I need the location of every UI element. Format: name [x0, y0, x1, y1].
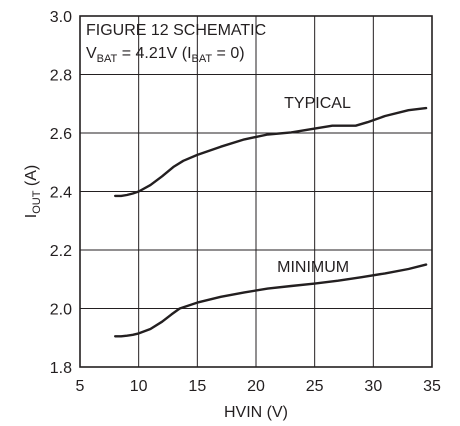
x-tick-label: 25	[306, 378, 324, 395]
y-axis-label: IOUT (A)	[23, 165, 43, 218]
annotation-line-2-part: BAT	[97, 53, 118, 65]
annotation-line-2-part: = 0)	[212, 45, 244, 62]
series-label-typical: TYPICAL	[284, 95, 351, 112]
y-tick-label: 1.8	[50, 360, 72, 377]
annotation-line-1: FIGURE 12 SCHEMATIC	[86, 22, 266, 39]
series-group	[114, 106, 428, 338]
y-tick-labels: 1.8 2.0 2.2 2.4 2.6 2.8 3.0	[50, 9, 72, 377]
y-tick-label: 2.8	[50, 68, 72, 85]
annotation-line-2: VBAT = 4.21V (IBAT = 0)	[86, 45, 245, 65]
y-axis-label-unit: (A)	[23, 165, 40, 191]
y-tick-label: 2.4	[50, 185, 72, 202]
x-tick-label: 35	[423, 378, 441, 395]
annotation-line-2-part: = 4.21V (I	[117, 45, 191, 62]
y-axis-label-sub: OUT	[31, 190, 43, 214]
y-axis-label-main: I	[23, 214, 40, 218]
x-tick-labels: 5 10 15 20 25 30 35	[76, 378, 441, 395]
series-label-minimum: MINIMUM	[277, 259, 349, 276]
y-tick-label: 2.0	[50, 302, 72, 319]
series-labels: TYPICAL MINIMUM	[277, 95, 351, 276]
x-tick-label: 15	[188, 378, 206, 395]
series-line-typical	[114, 106, 428, 198]
x-tick-label: 10	[130, 378, 148, 395]
plot-frame	[79, 15, 433, 368]
series-line-minimum	[114, 263, 428, 338]
y-tick-label: 2.2	[50, 243, 72, 260]
annotation-line-2-part: BAT	[192, 53, 213, 65]
annotation-line-2-part: V	[86, 45, 97, 62]
x-tick-label: 5	[76, 378, 85, 395]
x-tick-label: 20	[247, 378, 265, 395]
x-axis-label: HVIN (V)	[224, 404, 288, 421]
grid	[80, 16, 432, 367]
condition-annotation: FIGURE 12 SCHEMATIC VBAT = 4.21V (IBAT =…	[86, 22, 266, 65]
x-tick-label: 30	[364, 378, 382, 395]
y-tick-label: 2.6	[50, 126, 72, 143]
y-tick-label: 3.0	[50, 9, 72, 26]
